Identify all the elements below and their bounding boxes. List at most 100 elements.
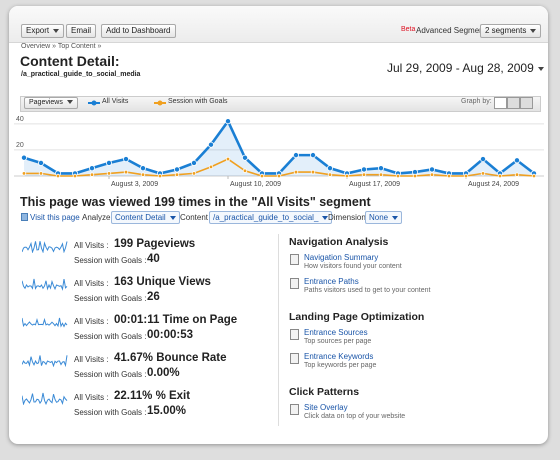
legend-dot bbox=[157, 100, 163, 106]
point bbox=[89, 165, 96, 172]
link-icon bbox=[290, 404, 299, 415]
point bbox=[513, 157, 520, 164]
sparkline-line bbox=[22, 241, 68, 253]
point bbox=[327, 172, 333, 177]
sparkline bbox=[22, 241, 68, 253]
page-title: Content Detail: bbox=[20, 53, 120, 69]
metric-value: 00:01:11 Time on Page bbox=[114, 314, 238, 326]
point bbox=[123, 169, 129, 175]
point bbox=[377, 165, 384, 172]
link-description: How visitors found your content bbox=[304, 263, 402, 270]
point bbox=[37, 159, 44, 166]
graph-by-day[interactable] bbox=[494, 97, 507, 109]
point bbox=[361, 172, 367, 177]
visit-link[interactable]: Visit this page bbox=[30, 213, 80, 222]
point bbox=[208, 164, 214, 170]
point bbox=[344, 173, 350, 179]
graph-by-week[interactable] bbox=[507, 97, 520, 109]
area bbox=[24, 121, 534, 176]
report-link[interactable]: Navigation Summary bbox=[304, 253, 379, 262]
metric-dropdown[interactable]: Pageviews bbox=[24, 97, 78, 109]
dashboard-button[interactable]: Add to Dashboard bbox=[101, 24, 176, 38]
summary-headline: This page was viewed 199 times in the "A… bbox=[20, 195, 371, 209]
date-range[interactable]: Jul 29, 2009 - Aug 28, 2009 bbox=[387, 61, 544, 75]
dimension-select[interactable]: None bbox=[365, 211, 403, 224]
point bbox=[514, 172, 520, 177]
goals-value: 0.00% bbox=[147, 367, 180, 379]
link-description: Click data on top of your website bbox=[304, 413, 406, 420]
link-icon bbox=[290, 329, 299, 340]
metric-value: 163 Unique Views bbox=[114, 276, 211, 288]
point bbox=[190, 159, 197, 166]
x-tick-label: August 10, 2009 bbox=[230, 181, 281, 188]
sparkline bbox=[22, 355, 68, 367]
segments-dropdown[interactable]: 2 segments bbox=[480, 24, 542, 38]
point bbox=[479, 156, 486, 163]
point bbox=[89, 172, 95, 177]
goals-segment: Session with Goals : bbox=[74, 370, 147, 379]
analyze-label: Analyze: bbox=[82, 213, 113, 222]
goals-value: 26 bbox=[147, 291, 160, 303]
analyze-select[interactable]: Content Detail bbox=[111, 211, 180, 224]
metric-segment: All Visits : bbox=[74, 279, 109, 288]
metric-value: 199 Pageviews bbox=[114, 238, 196, 250]
legend-dot bbox=[91, 100, 97, 106]
chart: 20 40 August 3, 2009 August 10, 2009 August … bbox=[14, 116, 544, 188]
point bbox=[395, 173, 401, 179]
point bbox=[412, 173, 418, 179]
y-tick-label: 20 bbox=[16, 142, 24, 149]
metric-segment: All Visits : bbox=[74, 317, 109, 326]
goals-segment: Session with Goals : bbox=[74, 256, 147, 265]
legend-marker bbox=[88, 100, 100, 106]
point bbox=[497, 173, 503, 179]
export-button[interactable]: Export bbox=[21, 24, 65, 38]
report-link[interactable]: Site Overlay bbox=[304, 403, 348, 412]
point bbox=[225, 156, 231, 162]
metric-segment: All Visits : bbox=[74, 241, 109, 250]
metric-segment: All Visits : bbox=[74, 393, 109, 402]
link-description: Top sources per page bbox=[304, 338, 372, 345]
column-divider bbox=[278, 234, 279, 426]
point bbox=[241, 154, 248, 161]
point bbox=[446, 173, 452, 179]
report-link[interactable]: Entrance Paths bbox=[304, 277, 359, 286]
sparkline-line bbox=[22, 278, 68, 291]
point bbox=[428, 166, 435, 173]
link-description: Top keywords per page bbox=[304, 362, 377, 369]
link-icon bbox=[290, 278, 299, 289]
point bbox=[55, 173, 61, 179]
section-title: Landing Page Optimization bbox=[289, 311, 425, 323]
metric-value: 41.67% Bounce Rate bbox=[114, 352, 227, 364]
sparkline bbox=[22, 278, 68, 291]
point bbox=[326, 165, 333, 172]
segments-label: Advanced Segments: bbox=[416, 26, 493, 35]
section-title: Click Patterns bbox=[289, 386, 360, 398]
link-icon bbox=[290, 254, 299, 265]
point bbox=[378, 172, 384, 177]
content-select[interactable]: /a_practical_guide_to_social_ bbox=[209, 211, 333, 224]
point bbox=[207, 141, 214, 148]
graph-by-month[interactable] bbox=[520, 97, 533, 109]
graph-by-label: Graph by: bbox=[461, 98, 492, 105]
metric-value: 22.11% % Exit bbox=[114, 390, 191, 402]
report-link[interactable]: Entrance Sources bbox=[304, 328, 368, 337]
goals-value: 40 bbox=[147, 253, 160, 265]
beta-badge: Beta bbox=[401, 26, 416, 33]
point bbox=[191, 171, 197, 176]
x-tick-label: August 24, 2009 bbox=[468, 181, 519, 188]
sparkline-line bbox=[22, 355, 68, 367]
sparkline bbox=[22, 392, 68, 405]
point bbox=[309, 152, 316, 159]
point bbox=[429, 172, 435, 177]
point bbox=[242, 168, 248, 173]
point bbox=[157, 173, 163, 179]
point bbox=[174, 172, 180, 177]
point bbox=[292, 152, 299, 159]
report-link[interactable]: Entrance Keywords bbox=[304, 352, 374, 361]
point bbox=[140, 165, 147, 172]
point bbox=[293, 169, 299, 175]
email-button[interactable]: Email bbox=[66, 24, 97, 38]
legend-label: Session with Goals bbox=[168, 98, 228, 105]
point bbox=[310, 169, 316, 175]
content-label: Content bbox=[180, 213, 209, 222]
